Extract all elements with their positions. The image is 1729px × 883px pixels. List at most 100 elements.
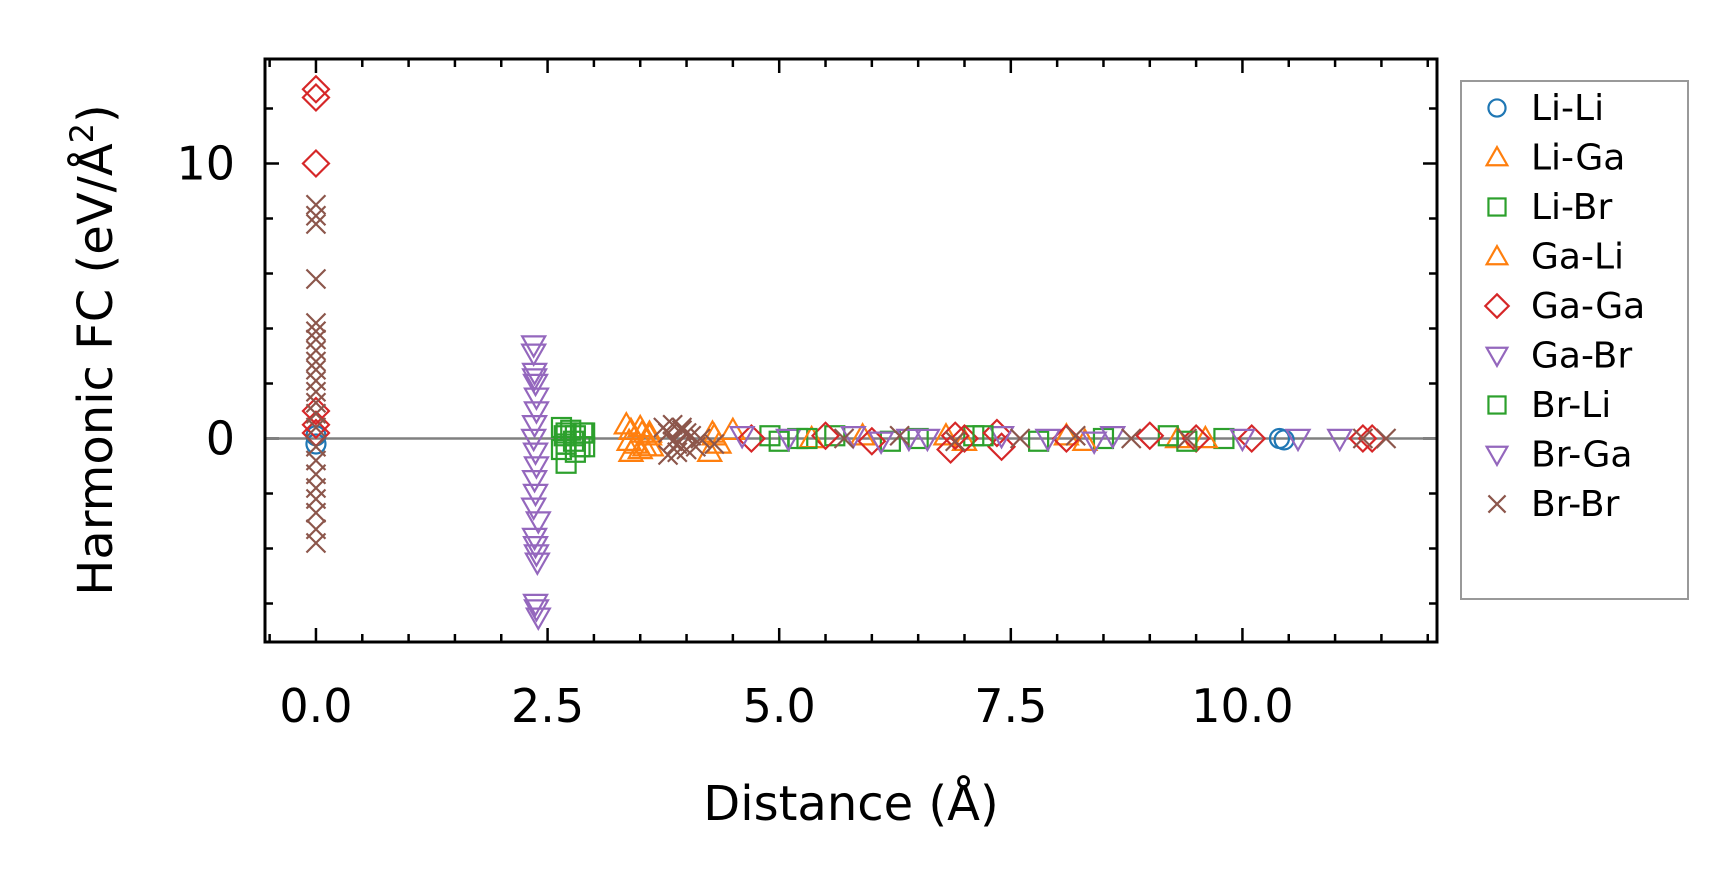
point-br-br	[667, 441, 688, 463]
point-ga-li	[1191, 424, 1219, 449]
y-tick-labels: 0 10	[176, 137, 235, 466]
point-ga-br	[728, 426, 756, 450]
legend-marker-ga-ga	[1483, 292, 1511, 320]
point-ga-li	[615, 427, 643, 451]
point-br-br	[305, 213, 327, 235]
point-ga-br	[522, 483, 549, 508]
point-br-li	[1176, 430, 1198, 452]
point-ga-ga	[301, 396, 331, 426]
point-ga-br	[524, 511, 552, 535]
point-br-ga	[524, 607, 552, 631]
point-br-br	[305, 392, 327, 414]
legend-marker-br-ga	[1484, 445, 1510, 468]
point-br-br	[671, 417, 693, 438]
legend-label-li-ga: Li-Ga	[1531, 138, 1625, 179]
point-ga-br	[1080, 431, 1108, 455]
point-ga-ga	[1237, 423, 1267, 454]
point-ga-br	[521, 470, 549, 494]
point-ga-br	[867, 431, 895, 455]
point-br-br	[1176, 428, 1198, 449]
point-ga-ga	[301, 82, 331, 113]
point-br-br	[667, 433, 688, 455]
point-br-ga	[914, 428, 941, 453]
point-ga-br	[520, 428, 548, 453]
legend-marker-ga-br	[1484, 346, 1510, 369]
point-ga-ga	[857, 426, 887, 456]
point-br-li	[572, 422, 594, 444]
point-ga-ga	[736, 423, 766, 454]
point-ga-br	[520, 497, 548, 521]
point-ga-ga	[982, 418, 1012, 448]
legend-label-br-br: Br-Br	[1531, 484, 1620, 525]
point-br-br	[305, 268, 327, 290]
point-ga-br	[1326, 428, 1354, 453]
point-br-br	[305, 351, 327, 372]
point-ga-ga	[301, 148, 331, 179]
legend-label-ga-br: Ga-Br	[1531, 336, 1632, 377]
point-ga-br	[520, 335, 548, 359]
point-br-br	[1009, 428, 1031, 449]
legend-label-br-ga: Br-Ga	[1531, 435, 1632, 476]
point-br-br	[305, 370, 327, 392]
point-br-br	[889, 425, 910, 447]
point-br-ga	[522, 593, 549, 618]
point-ga-li	[932, 422, 960, 446]
point-br-br	[1120, 428, 1142, 449]
point-ga-br	[775, 428, 802, 453]
point-ga-ga	[301, 74, 331, 104]
point-br-ga	[522, 536, 549, 560]
point-br-br	[305, 194, 327, 216]
point-ga-br	[522, 373, 549, 398]
legend-items: Li-Li Li-Ga Li-Br Ga-Li Ga-Ga Ga-Br Br-Li Br-Ga…	[1483, 88, 1645, 525]
legend-marker-li-ga	[1484, 144, 1510, 167]
point-br-br	[305, 205, 327, 227]
point-br-br	[305, 477, 327, 499]
point-li-br	[824, 425, 846, 447]
legend-marker-br-br	[1487, 494, 1507, 514]
legend-box	[1460, 80, 1689, 600]
axis-ticks	[265, 59, 1437, 642]
point-br-br	[704, 433, 725, 455]
point-br-br	[305, 329, 327, 350]
point-li-br	[1213, 427, 1235, 450]
point-li-br	[550, 438, 573, 461]
legend-marker-li-li	[1487, 98, 1507, 118]
point-br-br	[305, 340, 327, 361]
point-br-br	[305, 381, 327, 403]
x-tick-label: 7.5	[974, 679, 1047, 733]
point-ga-ga	[1348, 423, 1378, 454]
legend-label-li-li: Li-Li	[1531, 88, 1604, 129]
point-br-li	[796, 427, 818, 450]
legend-label-ga-li: Ga-Li	[1531, 237, 1624, 278]
point-br-br	[1352, 428, 1374, 449]
x-tick-label: 2.5	[511, 679, 584, 733]
point-br-ga	[521, 368, 549, 392]
point-li-br	[574, 436, 596, 458]
legend-label-ga-ga: Ga-Ga	[1531, 286, 1645, 327]
x-axis-label: Distance (Å)	[703, 775, 998, 832]
point-ga-br	[1034, 428, 1062, 453]
legend-marker-ga-li	[1484, 243, 1510, 266]
point-ga-br	[520, 343, 548, 367]
point-ga-br	[523, 456, 550, 480]
point-br-ga	[1099, 426, 1127, 450]
point-br-ga	[1229, 428, 1256, 453]
x-tick-label: 0.0	[279, 679, 352, 733]
point-br-ga	[523, 552, 551, 576]
point-br-br	[305, 312, 327, 334]
point-br-br	[305, 359, 327, 381]
point-br-br	[662, 430, 683, 452]
point-ga-br	[523, 401, 550, 425]
data-points	[301, 74, 1397, 631]
x-tick-label: 10.0	[1191, 679, 1293, 733]
point-li-li	[305, 433, 327, 455]
y-axis-label: Harmonic FC (eV/Å2)	[63, 104, 124, 596]
point-ga-ga	[301, 410, 331, 440]
point-br-br	[1375, 428, 1397, 449]
point-li-ga	[719, 416, 747, 440]
point-br-br	[833, 428, 855, 449]
point-li-li	[1273, 429, 1295, 451]
point-br-br	[305, 532, 327, 554]
legend-marker-li-br	[1487, 197, 1507, 217]
